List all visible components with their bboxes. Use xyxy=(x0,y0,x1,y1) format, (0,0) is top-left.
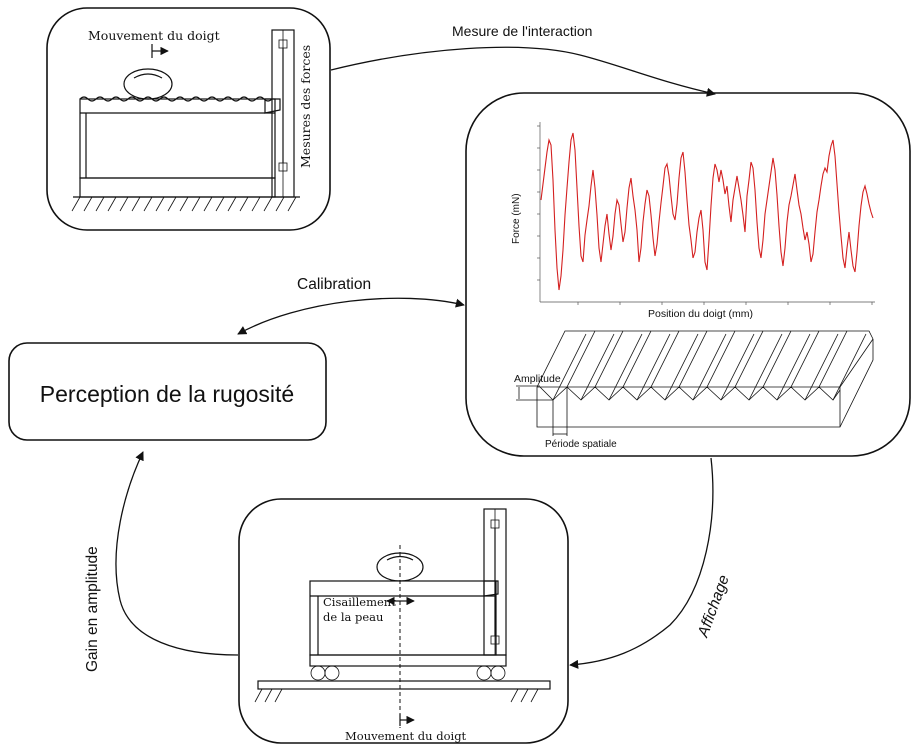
plot-y-label: Force (mN) xyxy=(511,193,522,244)
perception-label: Perception de la rugosité xyxy=(40,381,294,407)
perception-box: Perception de la rugosité xyxy=(8,342,327,441)
measure-arrow-label: Mesure de l'interaction xyxy=(452,23,592,39)
plot-x-label: Position du doigt (mm) xyxy=(648,308,753,320)
amplitude-label: Amplitude xyxy=(514,373,561,385)
signal-panel: Force (mN) Position du doigt (mm) xyxy=(465,92,911,457)
gain-arrow-label: Gain en amplitude xyxy=(84,546,101,672)
shear-label-line1: Cisaillement xyxy=(323,595,396,609)
display-device-panel: Cisaillement de la peau Mouvement du doi… xyxy=(238,498,569,744)
display-arrow-label: Affichage xyxy=(694,572,733,640)
calibration-arrow xyxy=(237,297,465,335)
texture-sample: Amplitude Période spatiale xyxy=(514,330,874,450)
period-label: Période spatiale xyxy=(545,439,617,450)
measure-finger-motion-label: Mouvement du doigt xyxy=(88,28,220,43)
display-arrow xyxy=(569,457,714,669)
force-signal-line xyxy=(540,132,874,291)
gain-arrow xyxy=(115,451,239,656)
force-measure-label: Mesures des forces xyxy=(298,45,313,168)
flow-arrows xyxy=(115,46,716,669)
calibration-arrow-label: Calibration xyxy=(297,276,371,293)
force-plot: Force (mN) Position du doigt (mm) xyxy=(511,122,875,320)
measurement-device-panel: Mouvement du doigt Mesures des forces xyxy=(46,7,331,231)
display-finger-motion-label: Mouvement du doigt xyxy=(345,729,467,743)
measure-arrow xyxy=(330,46,716,97)
shear-label-line2: de la peau xyxy=(323,610,383,624)
